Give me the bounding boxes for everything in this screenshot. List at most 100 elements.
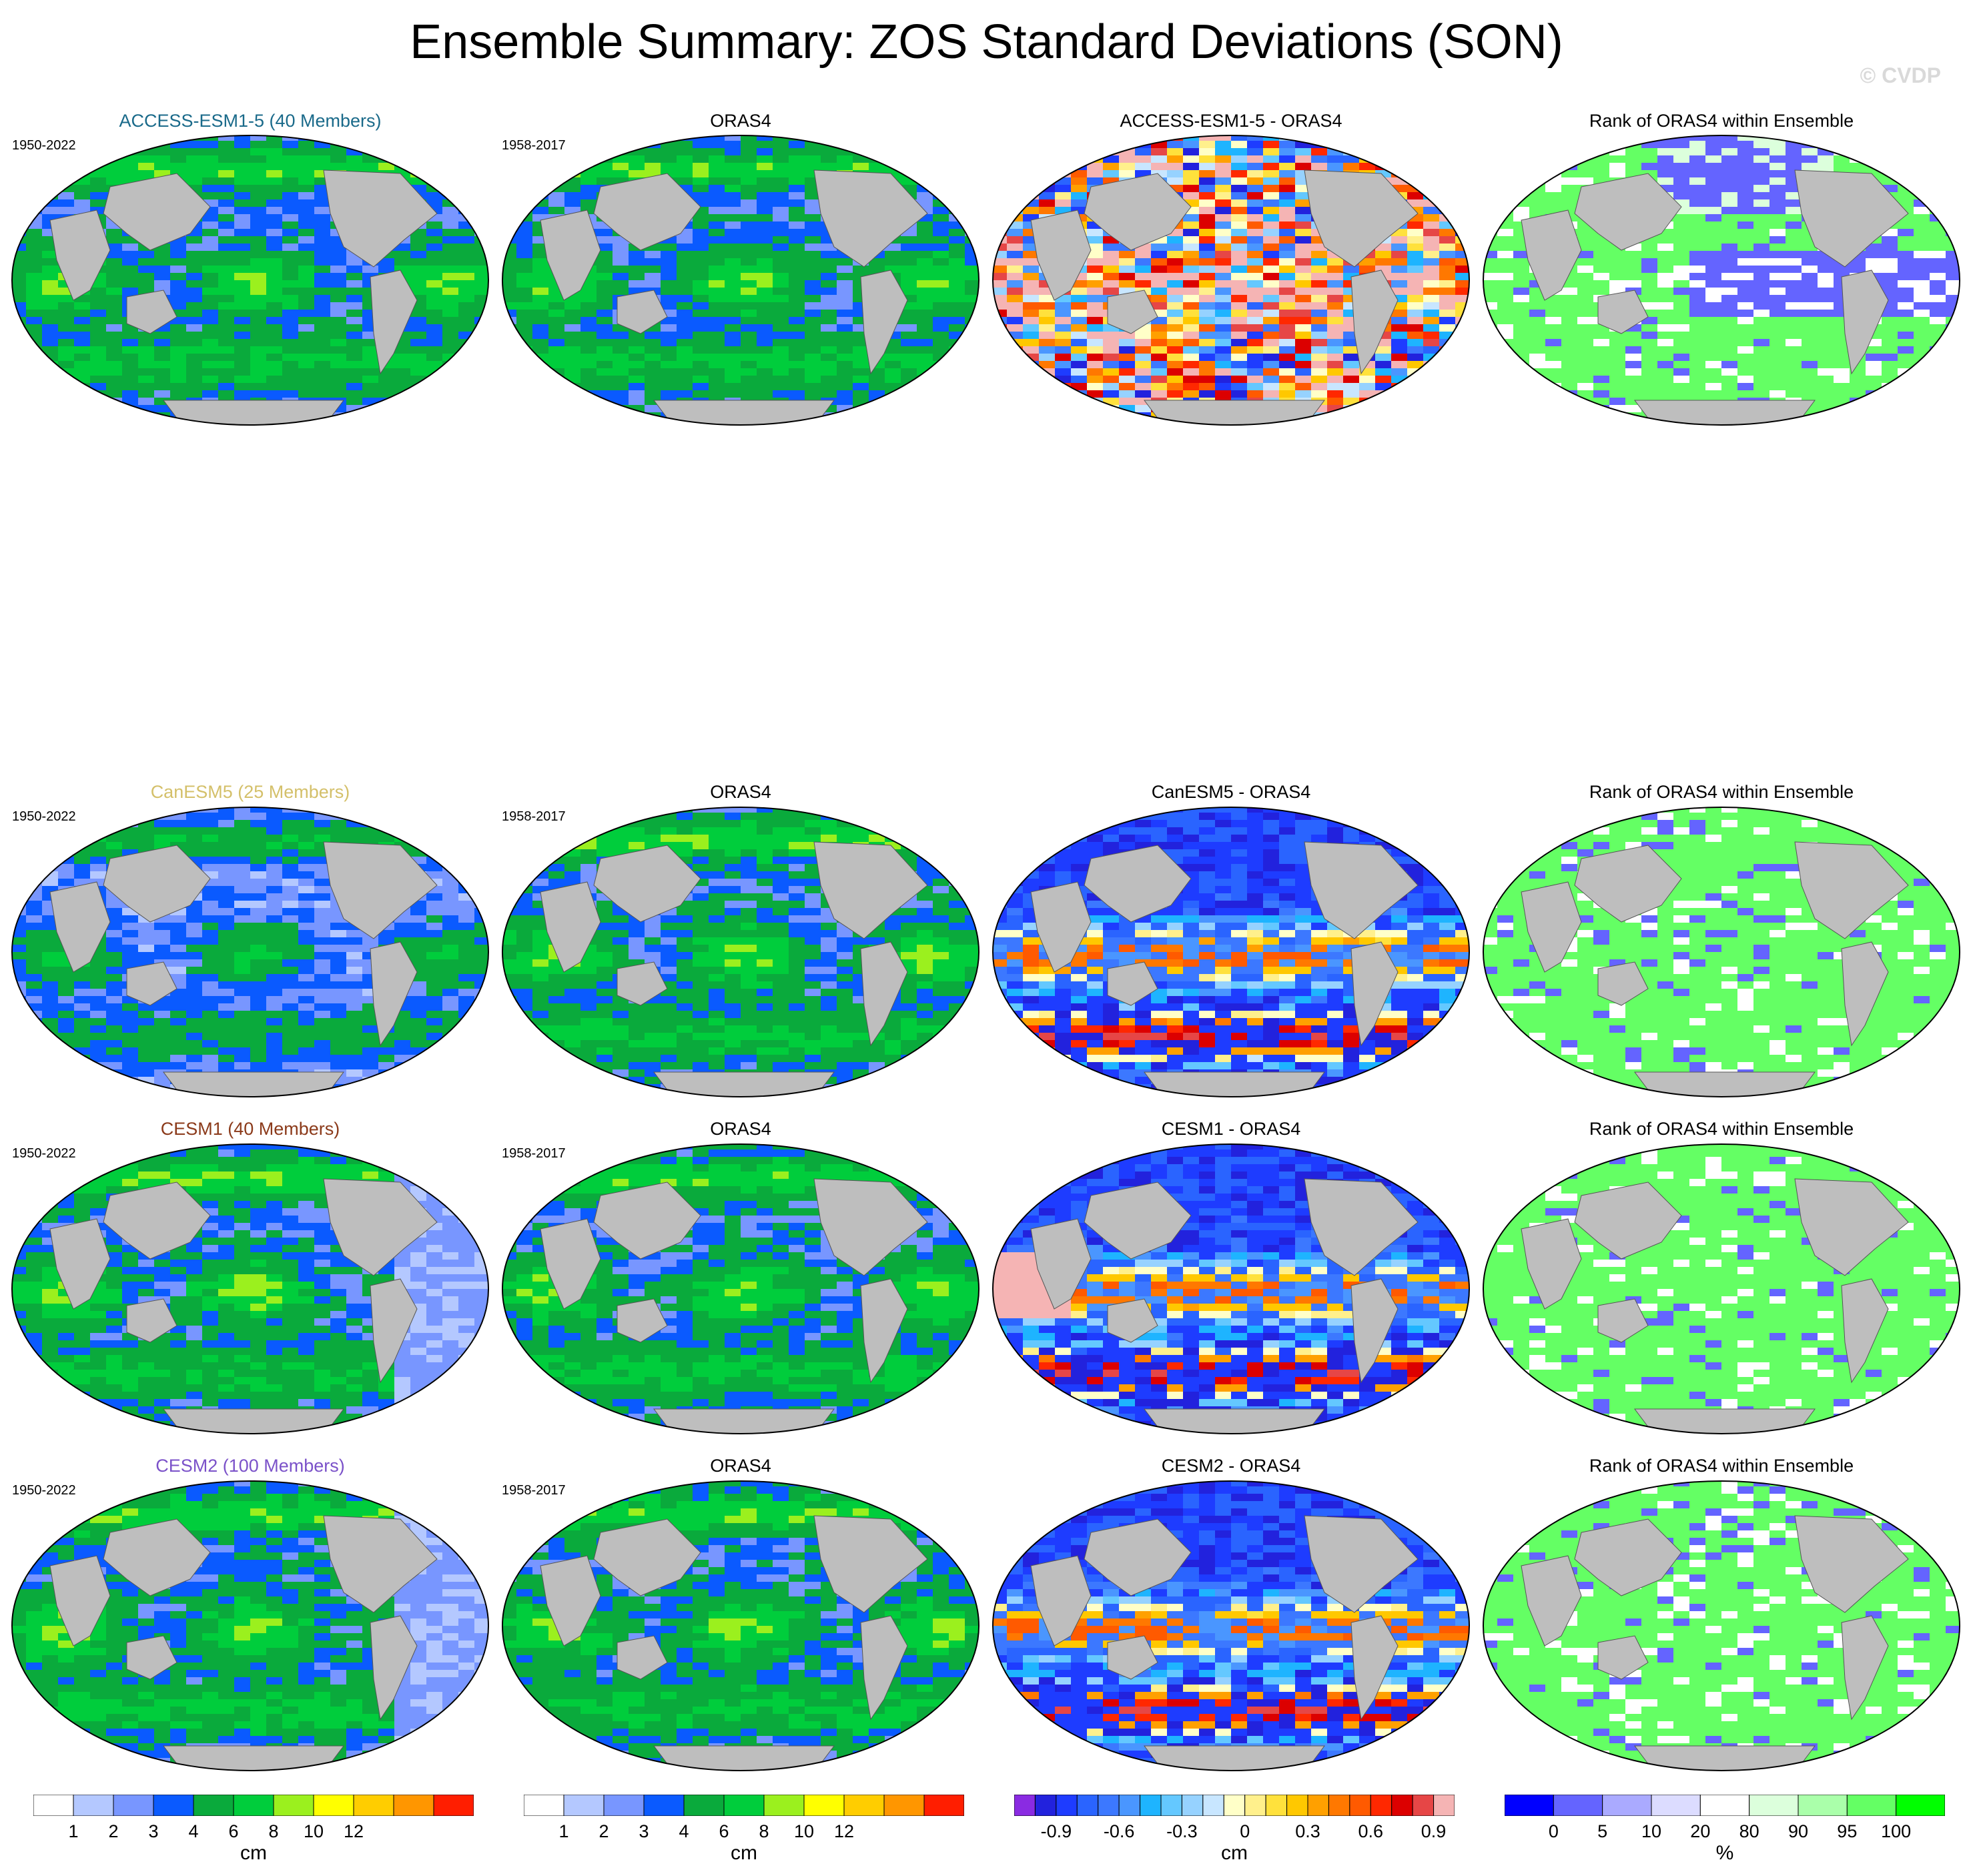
land-mass bbox=[1030, 881, 1092, 973]
colorbar-tick-label: 2 bbox=[599, 1821, 609, 1841]
land-mass bbox=[860, 941, 908, 1047]
map-outline bbox=[11, 807, 489, 1097]
colorbar-swatch bbox=[1749, 1795, 1799, 1816]
panel-title-obs: ORAS4 bbox=[710, 111, 771, 131]
land-mass bbox=[1304, 169, 1419, 268]
land-mass bbox=[1634, 400, 1816, 425]
colorbar-swatch bbox=[1056, 1795, 1078, 1816]
colorbar-tick-label: 1 bbox=[558, 1821, 569, 1841]
land-mass bbox=[593, 845, 701, 923]
land-mass bbox=[370, 270, 418, 375]
land-mass bbox=[163, 1745, 344, 1771]
land-mass bbox=[49, 1218, 111, 1310]
land-mass bbox=[1304, 1515, 1419, 1613]
land-mass bbox=[1597, 1635, 1649, 1680]
colorbar-swatch bbox=[1433, 1795, 1455, 1816]
colorbar-tick-label: 6 bbox=[719, 1821, 729, 1841]
colorbar-tick-label: 1 bbox=[68, 1821, 79, 1841]
colorbar-swatch bbox=[883, 1795, 925, 1816]
colorbar-swatch bbox=[1223, 1795, 1246, 1816]
colorbar-tick-label: 10 bbox=[303, 1821, 324, 1841]
map-outline bbox=[502, 1480, 979, 1771]
colorbar-tick-label: 0 bbox=[1548, 1821, 1559, 1841]
panel-title-rank: Rank of ORAS4 within Ensemble bbox=[1589, 111, 1854, 131]
map-diff-row3 bbox=[992, 1143, 1470, 1434]
model-period-label: 1950-2022 bbox=[12, 138, 76, 153]
colorbar-swatch bbox=[763, 1795, 805, 1816]
colorbar-swatch bbox=[1349, 1795, 1371, 1816]
map-outline bbox=[992, 807, 1470, 1097]
land-mass bbox=[1794, 1515, 1909, 1613]
colorbar-swatch bbox=[563, 1795, 605, 1816]
colorbar-4 bbox=[1505, 1795, 1945, 1816]
colorbar-swatch bbox=[393, 1795, 434, 1816]
panel-title-obs: ORAS4 bbox=[710, 1119, 771, 1139]
colorbar-swatch bbox=[1412, 1795, 1435, 1816]
land-mass bbox=[1521, 209, 1582, 301]
land-mass bbox=[323, 841, 438, 939]
map-outline bbox=[1483, 135, 1960, 426]
colorbar-swatch bbox=[193, 1795, 234, 1816]
colorbar-swatch bbox=[923, 1795, 964, 1816]
panel-title-diff: CanESM5 - ORAS4 bbox=[1151, 782, 1311, 802]
land-mass bbox=[860, 1278, 908, 1384]
colorbar-swatch bbox=[153, 1795, 194, 1816]
colorbar-tick-label: 10 bbox=[1641, 1821, 1662, 1841]
land-mass bbox=[1084, 1182, 1192, 1260]
colorbar-swatch bbox=[1202, 1795, 1224, 1816]
land-mass bbox=[1597, 961, 1649, 1006]
panel-title-model: ACCESS-ESM1-5 (40 Members) bbox=[119, 111, 382, 131]
figure-title: Ensemble Summary: ZOS Standard Deviation… bbox=[410, 15, 1563, 69]
map-outline bbox=[502, 1143, 979, 1434]
map-outline bbox=[502, 135, 979, 426]
land-mass bbox=[1597, 290, 1649, 334]
land-mass bbox=[1350, 1278, 1399, 1384]
map-outline bbox=[11, 1143, 489, 1434]
colorbar-tick-label: 4 bbox=[188, 1821, 199, 1841]
land-mass bbox=[1574, 1182, 1682, 1260]
map-outline bbox=[11, 135, 489, 426]
colorbar-swatch bbox=[1553, 1795, 1603, 1816]
land-mass bbox=[653, 1745, 835, 1771]
colorbar-tick-label: 20 bbox=[1690, 1821, 1711, 1841]
colorbar-unit-label: cm bbox=[240, 1842, 267, 1864]
obs-period-label: 1958-2017 bbox=[502, 1483, 566, 1498]
land-mass bbox=[1521, 1555, 1582, 1647]
land-mass bbox=[103, 845, 211, 923]
panel-title-model: CanESM5 (25 Members) bbox=[150, 782, 350, 802]
land-mass bbox=[49, 1555, 111, 1647]
panel-title-obs: ORAS4 bbox=[710, 782, 771, 802]
land-mass bbox=[860, 1615, 908, 1721]
land-mass bbox=[1030, 1218, 1092, 1310]
land-mass bbox=[1107, 290, 1158, 334]
map-model-row1 bbox=[11, 135, 489, 426]
model-period-label: 1950-2022 bbox=[12, 1483, 76, 1498]
land-mass bbox=[617, 1635, 668, 1680]
land-mass bbox=[593, 173, 701, 251]
land-mass bbox=[813, 1515, 928, 1613]
land-mass bbox=[103, 173, 211, 251]
land-mass bbox=[163, 400, 344, 425]
land-mass bbox=[1030, 1555, 1092, 1647]
land-mass bbox=[860, 270, 908, 375]
map-model-row2 bbox=[11, 807, 489, 1097]
colorbar-tick-label: 12 bbox=[343, 1821, 364, 1841]
colorbar-tick-label: 4 bbox=[679, 1821, 689, 1841]
colorbar-swatch bbox=[1798, 1795, 1848, 1816]
colorbar-tick-label: 12 bbox=[833, 1821, 855, 1841]
colorbar-swatch bbox=[1181, 1795, 1204, 1816]
colorbar-tick-label: -0.9 bbox=[1040, 1821, 1072, 1841]
colorbar-tick-label: 6 bbox=[228, 1821, 239, 1841]
colorbar-tick-label: -0.3 bbox=[1166, 1821, 1198, 1841]
map-diff-row1 bbox=[992, 135, 1470, 426]
land-mass bbox=[126, 290, 177, 334]
map-outline bbox=[992, 135, 1470, 426]
colorbar-swatch bbox=[524, 1795, 564, 1816]
map-obs-row3 bbox=[502, 1143, 979, 1434]
map-rank-row2 bbox=[1483, 807, 1960, 1097]
colorbar-swatch bbox=[603, 1795, 645, 1816]
colorbar-swatch bbox=[643, 1795, 685, 1816]
land-mass bbox=[1144, 1071, 1325, 1097]
colorbar-tick-label: 0.9 bbox=[1421, 1821, 1447, 1841]
land-mass bbox=[163, 1071, 344, 1097]
